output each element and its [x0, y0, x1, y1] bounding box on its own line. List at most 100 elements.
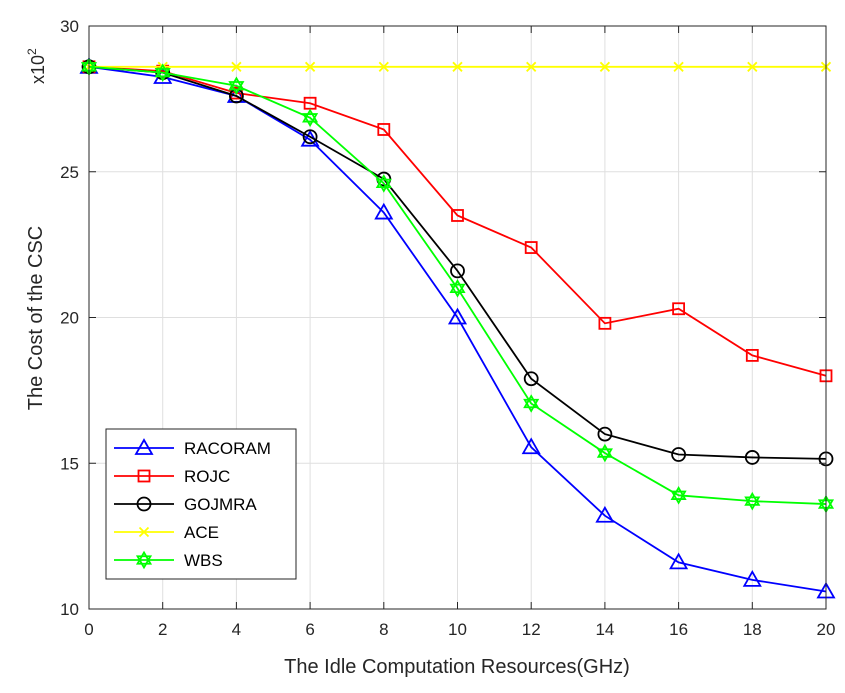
data-point-gojmra [302, 129, 318, 145]
data-point-wbs [154, 63, 171, 82]
y-tick-label: 30 [60, 17, 79, 36]
series-line-racoram [88, 65, 827, 593]
hexagram-triangle-down [596, 448, 613, 463]
hexagram-triangle-down [228, 81, 245, 96]
legend-marker-rojc [137, 469, 151, 483]
legend-label-ace: ACE [184, 523, 219, 542]
data-point-racoram [595, 505, 615, 523]
x-tick-label: 10 [448, 620, 467, 639]
x-tick-label: 18 [743, 620, 762, 639]
data-point-ace [599, 61, 611, 72]
hexagram-triangle-down [375, 178, 392, 193]
hexagram-triangle-up [670, 486, 687, 500]
y-tick-label: 15 [60, 454, 79, 473]
legend-item-gojmra: GOJMRA [114, 495, 257, 514]
hexagram-triangle-up [302, 108, 319, 123]
data-point-wbs [302, 108, 319, 128]
hexagram-triangle-down [135, 555, 153, 570]
legend-item-racoram: RACORAM [114, 438, 271, 458]
data-point-ace [526, 61, 537, 72]
legend-label-gojmra: GOJMRA [184, 495, 257, 514]
data-point-racoram [374, 202, 394, 220]
legend-marker-gojmra [136, 496, 152, 512]
x-tick-label: 16 [669, 620, 688, 639]
legend-item-ace: ACE [114, 523, 219, 542]
data-point-rojc [524, 241, 538, 254]
hexagram-triangle-down [302, 113, 319, 128]
series-ace [83, 61, 832, 72]
data-point-racoram [742, 570, 762, 587]
x-tick-label: 4 [232, 620, 241, 639]
x-tick-label: 20 [817, 620, 836, 639]
legend-item-rojc: ROJC [114, 467, 230, 486]
data-point-racoram [447, 307, 468, 325]
x-axis-title: The Idle Computation Resources(GHz) [284, 656, 630, 678]
y-tick-label: 25 [60, 163, 79, 182]
data-point-ace [231, 61, 242, 72]
hexagram-triangle-up [596, 443, 613, 458]
data-point-gojmra [523, 371, 539, 387]
data-point-wbs [744, 491, 761, 511]
hexagram-triangle-up [375, 174, 392, 189]
legend-item-wbs: WBS [114, 550, 223, 570]
hexagram-triangle-up [449, 279, 466, 294]
data-point-ace [378, 61, 389, 72]
legend-marker-wbs [135, 550, 153, 570]
x-tick-label: 12 [522, 620, 541, 639]
data-point-racoram [521, 437, 541, 455]
series-line-gojmra [88, 65, 827, 460]
series-line-rojc [88, 65, 827, 377]
hexagram-triangle-down [154, 67, 171, 82]
data-point-racoram [669, 552, 689, 570]
data-point-gojmra [744, 450, 760, 465]
axes: 0 2 4 6 8 10 12 14 16 18 20 10 15 20 25 30 [60, 17, 835, 639]
data-point-wbs [228, 76, 245, 96]
data-point-ace [304, 61, 316, 72]
hexagram-triangle-down [449, 283, 466, 298]
legend-label-racoram: RACORAM [184, 439, 271, 458]
hexagram-triangle-down [670, 490, 687, 505]
hexagram-triangle-up [523, 394, 540, 409]
legend-label-wbs: WBS [184, 551, 223, 570]
legend-marker-ace [138, 526, 150, 538]
hexagram-triangle-up [154, 63, 171, 78]
legend: RACORAM ROJC GOJMRA ACE WBS [105, 428, 297, 580]
y-tick-label: 10 [60, 600, 79, 619]
hexagram-triangle-up [744, 491, 761, 506]
y-axis-multiplier: x102 [25, 48, 48, 84]
y-tick-label: 20 [60, 309, 79, 328]
data-point-gojmra [597, 426, 613, 442]
x-tick-label: 8 [379, 620, 388, 639]
legend-label-rojc: ROJC [184, 467, 230, 486]
x-tick-label: 6 [305, 620, 314, 639]
data-point-rojc [598, 316, 612, 330]
data-point-gojmra [450, 263, 465, 279]
hexagram-triangle-up [135, 550, 153, 565]
data-point-rojc [745, 348, 759, 362]
data-point-wbs [449, 279, 466, 298]
data-point-ace [452, 61, 463, 72]
data-point-ace [673, 61, 684, 72]
data-point-rojc [672, 302, 685, 316]
y-axis-title: The Cost of the CSC [25, 226, 47, 411]
data-point-gojmra [671, 447, 686, 462]
series-line-wbs [88, 65, 827, 505]
x-tick-label: 14 [595, 620, 614, 639]
data-point-ace [747, 61, 758, 72]
x-tick-label: 0 [84, 620, 93, 639]
series-gojmra [81, 59, 834, 467]
hexagram-triangle-down [744, 496, 761, 511]
data-point-wbs [375, 174, 392, 193]
series-wbs [80, 57, 835, 514]
x-tick-label: 2 [158, 620, 167, 639]
data-point-wbs [670, 486, 687, 505]
data-point-wbs [596, 443, 613, 463]
data-point-rojc [377, 123, 391, 136]
legend-marker-racoram [134, 438, 154, 455]
hexagram-triangle-up [228, 76, 245, 91]
data-point-wbs [523, 394, 540, 413]
data-point-rojc [451, 209, 464, 222]
hexagram-triangle-down [523, 398, 540, 413]
